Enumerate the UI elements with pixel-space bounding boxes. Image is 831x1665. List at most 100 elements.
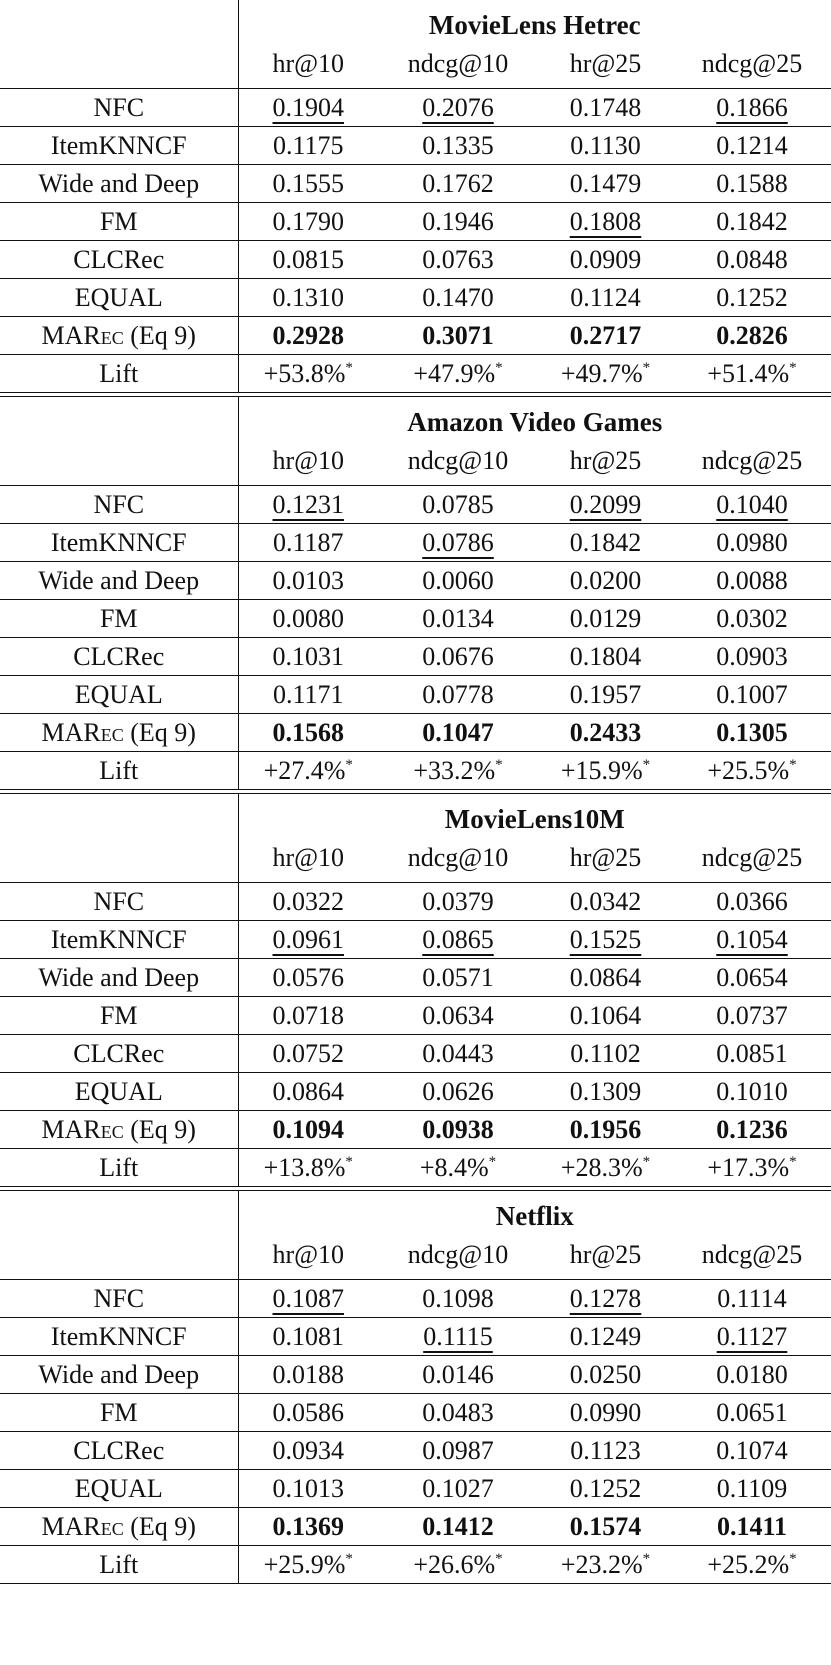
- value-cell: 0.0865: [378, 920, 538, 959]
- significance-marker: *: [345, 359, 353, 376]
- method-name-main: MA: [41, 717, 84, 747]
- separator-cell: [378, 789, 538, 794]
- value-cell: 0.1123: [538, 1431, 673, 1470]
- value-cell: +28.3%*: [538, 1148, 673, 1187]
- value-cell: 0.0366: [673, 882, 831, 921]
- method-name-cell: Wide and Deep: [0, 958, 239, 997]
- metric-header-hr-at-25: hr@25: [538, 1231, 673, 1280]
- dataset-title-row: MovieLens10M: [0, 793, 831, 834]
- value-cell: 0.0103: [238, 561, 378, 600]
- table-row: FM 0.0586 0.0483 0.0990 0.0651: [0, 1393, 831, 1432]
- table-row: EQUAL 0.1310 0.1470 0.1124 0.1252: [0, 278, 831, 317]
- table-row: Wide and Deep 0.0188 0.0146 0.0250 0.0180: [0, 1355, 831, 1394]
- metric-value: 0.1525: [569, 924, 642, 954]
- metric-value: 0.0571: [422, 962, 494, 992]
- value-cell: +53.8%*: [238, 354, 378, 393]
- metric-value: 0.0990: [569, 1397, 642, 1427]
- value-cell: 0.1335: [378, 126, 538, 165]
- table-row: Wide and Deep 0.1555 0.1762 0.1479 0.1588: [0, 164, 831, 203]
- metric-value: 0.1904: [272, 92, 345, 122]
- value-cell: 0.0146: [378, 1355, 538, 1394]
- metric-value: 0.0980: [716, 527, 788, 557]
- value-cell: 0.1175: [238, 126, 378, 165]
- empty-corner-cell: [0, 0, 239, 40]
- value-cell: 0.2928: [238, 316, 378, 355]
- method-name-cell: NFC: [0, 88, 239, 127]
- value-cell: +23.2%*: [538, 1545, 673, 1584]
- value-cell: +25.9%*: [238, 1545, 378, 1584]
- metric-value: 0.1762: [422, 168, 494, 198]
- metric-value: 0.0851: [716, 1038, 788, 1068]
- metric-header-ndcg-at-25: ndcg@25: [673, 40, 831, 89]
- method-name-cell: Lift: [0, 751, 239, 790]
- value-cell: 0.0654: [673, 958, 831, 997]
- method-name-suffix: (Eq 9): [123, 1511, 196, 1541]
- value-cell: 0.2099: [538, 485, 673, 524]
- metric-value: 0.1171: [272, 679, 344, 709]
- metric-value: 0.1790: [272, 206, 345, 236]
- table-row: FM 0.0718 0.0634 0.1064 0.0737: [0, 996, 831, 1035]
- significance-marker: *: [789, 1153, 797, 1170]
- value-cell: 0.0752: [238, 1034, 378, 1073]
- method-name-cell: NFC: [0, 1279, 239, 1318]
- method-name-cell: MARec (Eq 9): [0, 713, 239, 752]
- value-cell: 0.1081: [238, 1317, 378, 1356]
- value-cell: 0.0676: [378, 637, 538, 676]
- value-cell: 0.0934: [238, 1431, 378, 1470]
- metric-value: 0.0302: [716, 603, 788, 633]
- value-cell: 0.1369: [238, 1507, 378, 1546]
- metric-value: 0.1574: [569, 1511, 642, 1541]
- value-cell: +15.9%*: [538, 751, 673, 790]
- metric-header-row: hr@10 ndcg@10 hr@25 ndcg@25: [0, 40, 831, 89]
- metric-value: 0.0134: [422, 603, 494, 633]
- block-separator: [0, 1186, 831, 1191]
- metric-value: 0.0785: [422, 489, 494, 519]
- metric-value: 0.0103: [272, 565, 345, 595]
- method-name-cell: MARec (Eq 9): [0, 316, 239, 355]
- method-name-cell: FM: [0, 202, 239, 241]
- significance-marker: *: [345, 1153, 353, 1170]
- value-cell: 0.0483: [378, 1393, 538, 1432]
- dataset-title: Amazon Video Games: [407, 407, 663, 437]
- value-cell: 0.1074: [673, 1431, 831, 1470]
- metric-value: 0.0934: [272, 1435, 345, 1465]
- metric-value: 0.1252: [569, 1473, 642, 1503]
- value-cell: 0.2433: [538, 713, 673, 752]
- metric-value: 0.0626: [422, 1076, 494, 1106]
- value-cell: +51.4%*: [673, 354, 831, 393]
- value-cell: 0.0737: [673, 996, 831, 1035]
- metric-value: 0.1748: [569, 92, 642, 122]
- value-cell: 0.1115: [378, 1317, 538, 1356]
- method-name-suffix: (Eq 9): [123, 320, 196, 350]
- metric-value: 0.1094: [272, 1114, 345, 1144]
- separator-cell: [0, 1186, 238, 1191]
- method-name-main: MA: [41, 320, 84, 350]
- metric-value: 0.1214: [716, 130, 788, 160]
- value-cell: 0.1249: [538, 1317, 673, 1356]
- method-name-cell: ItemKNNCF: [0, 523, 239, 562]
- metric-value: 0.0938: [422, 1114, 494, 1144]
- separator-cell: [238, 392, 378, 397]
- dataset-title: MovieLens10M: [444, 804, 625, 834]
- value-cell: 0.1412: [378, 1507, 538, 1546]
- empty-corner-cell: [0, 1190, 239, 1231]
- metric-value: 0.1064: [569, 1000, 642, 1030]
- value-cell: 0.0851: [673, 1034, 831, 1073]
- dataset-title: Netflix: [495, 1201, 574, 1231]
- metric-value: 0.0865: [422, 924, 494, 954]
- method-name-cell: EQUAL: [0, 1469, 239, 1508]
- metric-value: +51.4%: [707, 358, 790, 388]
- metric-value: 0.1808: [569, 206, 642, 236]
- value-cell: 0.2717: [538, 316, 673, 355]
- metric-value: 0.0848: [716, 244, 788, 274]
- method-name-cell: Wide and Deep: [0, 561, 239, 600]
- metric-value: 0.1013: [272, 1473, 345, 1503]
- metric-value: 0.1087: [272, 1283, 345, 1313]
- value-cell: 0.1842: [538, 523, 673, 562]
- metric-value: 0.2826: [716, 320, 788, 350]
- table-row: EQUAL 0.1171 0.0778 0.1957 0.1007: [0, 675, 831, 714]
- value-cell: 0.0188: [238, 1355, 378, 1394]
- value-cell: 0.0778: [378, 675, 538, 714]
- table-row: NFC 0.1087 0.1098 0.1278 0.1114: [0, 1279, 831, 1318]
- table-row: EQUAL 0.1013 0.1027 0.1252 0.1109: [0, 1469, 831, 1508]
